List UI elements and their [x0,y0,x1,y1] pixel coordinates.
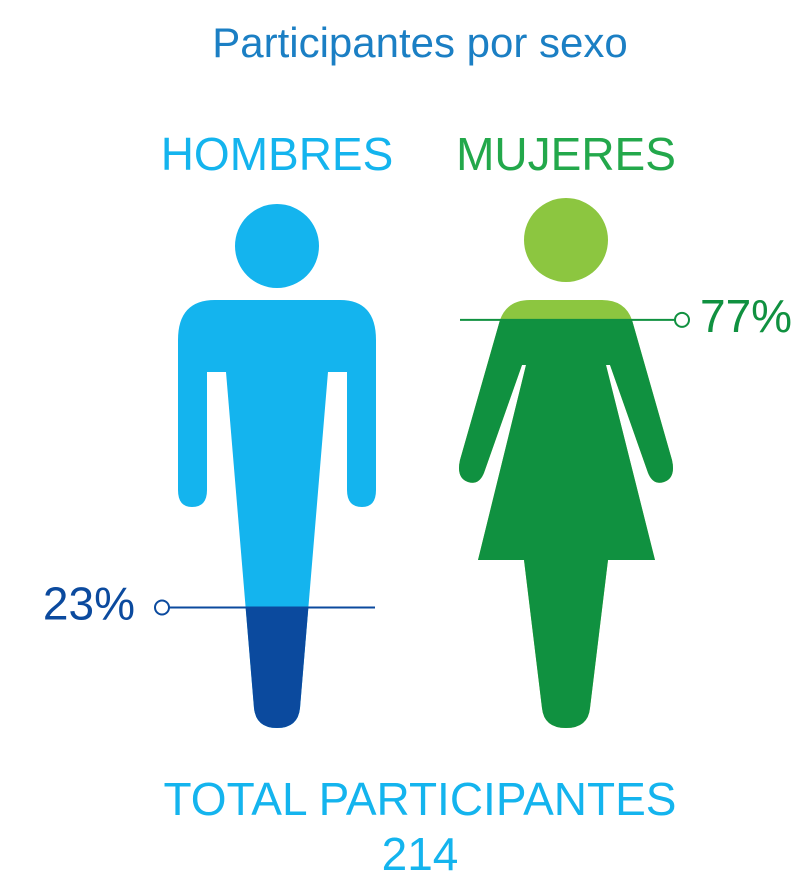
chart-title: Participantes por sexo [212,19,628,66]
figure [459,198,673,728]
total-value: 214 [382,828,459,880]
figure-fill [459,319,673,728]
leader-dot [674,311,690,328]
figure-fill [178,607,376,728]
value-label: 23% [43,578,135,630]
leader-dot [154,599,170,616]
value-label: 77% [700,290,792,342]
category-label: MUJERES [456,128,676,180]
category-label: HOMBRES [161,128,394,180]
figure [178,204,376,728]
total-label: TOTAL PARTICIPANTES [164,773,677,825]
